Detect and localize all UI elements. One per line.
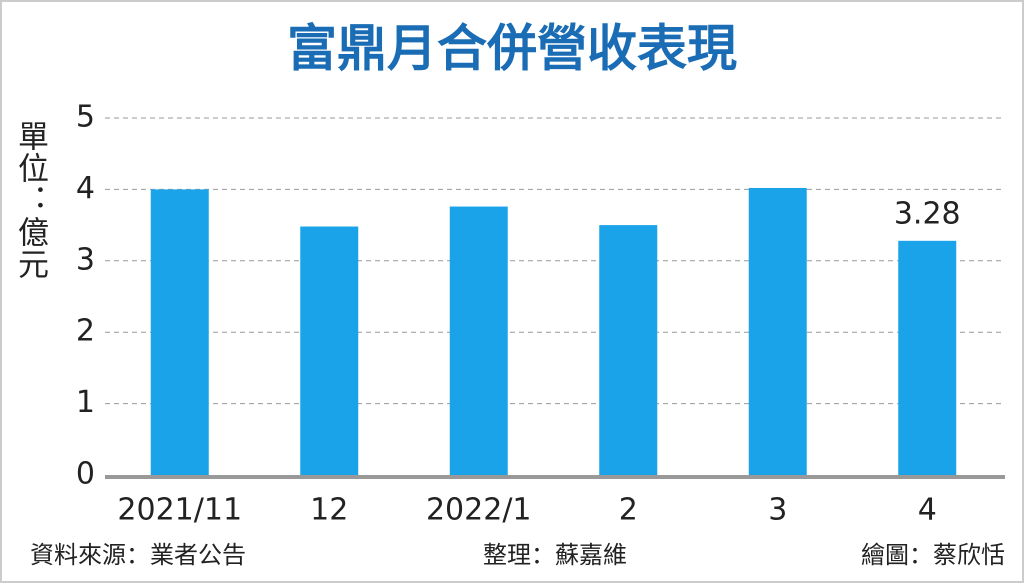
y-tick-label: 4 <box>76 171 95 206</box>
bar <box>449 206 508 475</box>
x-tick-label: 2021/11 <box>117 493 242 528</box>
bar <box>300 226 359 475</box>
bar <box>748 187 807 476</box>
bar <box>599 225 658 475</box>
y-tick-label: 5 <box>76 100 95 135</box>
source-note: 資料來源：業者公告 <box>30 541 246 569</box>
x-tick-label: 2022/1 <box>426 493 532 528</box>
bar <box>898 240 957 475</box>
x-tick-label: 3 <box>768 493 787 528</box>
y-tick-label: 3 <box>76 242 95 277</box>
y-tick-label: 1 <box>76 385 95 420</box>
y-tick-label: 0 <box>76 457 95 492</box>
data-label: 3.28 <box>894 196 961 231</box>
bar <box>150 189 209 475</box>
x-tick-label: 4 <box>918 493 937 528</box>
graphic-note: 繪圖：蔡欣恬 <box>861 541 1005 569</box>
x-tick-label: 12 <box>310 493 348 528</box>
y-axis-label: 單位：億元 <box>12 120 49 280</box>
editor-note: 整理：蘇嘉維 <box>483 541 627 569</box>
chart-title: 富鼎月合併營收表現 <box>287 20 737 78</box>
x-tick-label: 2 <box>619 493 638 528</box>
y-tick-label: 2 <box>76 314 95 349</box>
